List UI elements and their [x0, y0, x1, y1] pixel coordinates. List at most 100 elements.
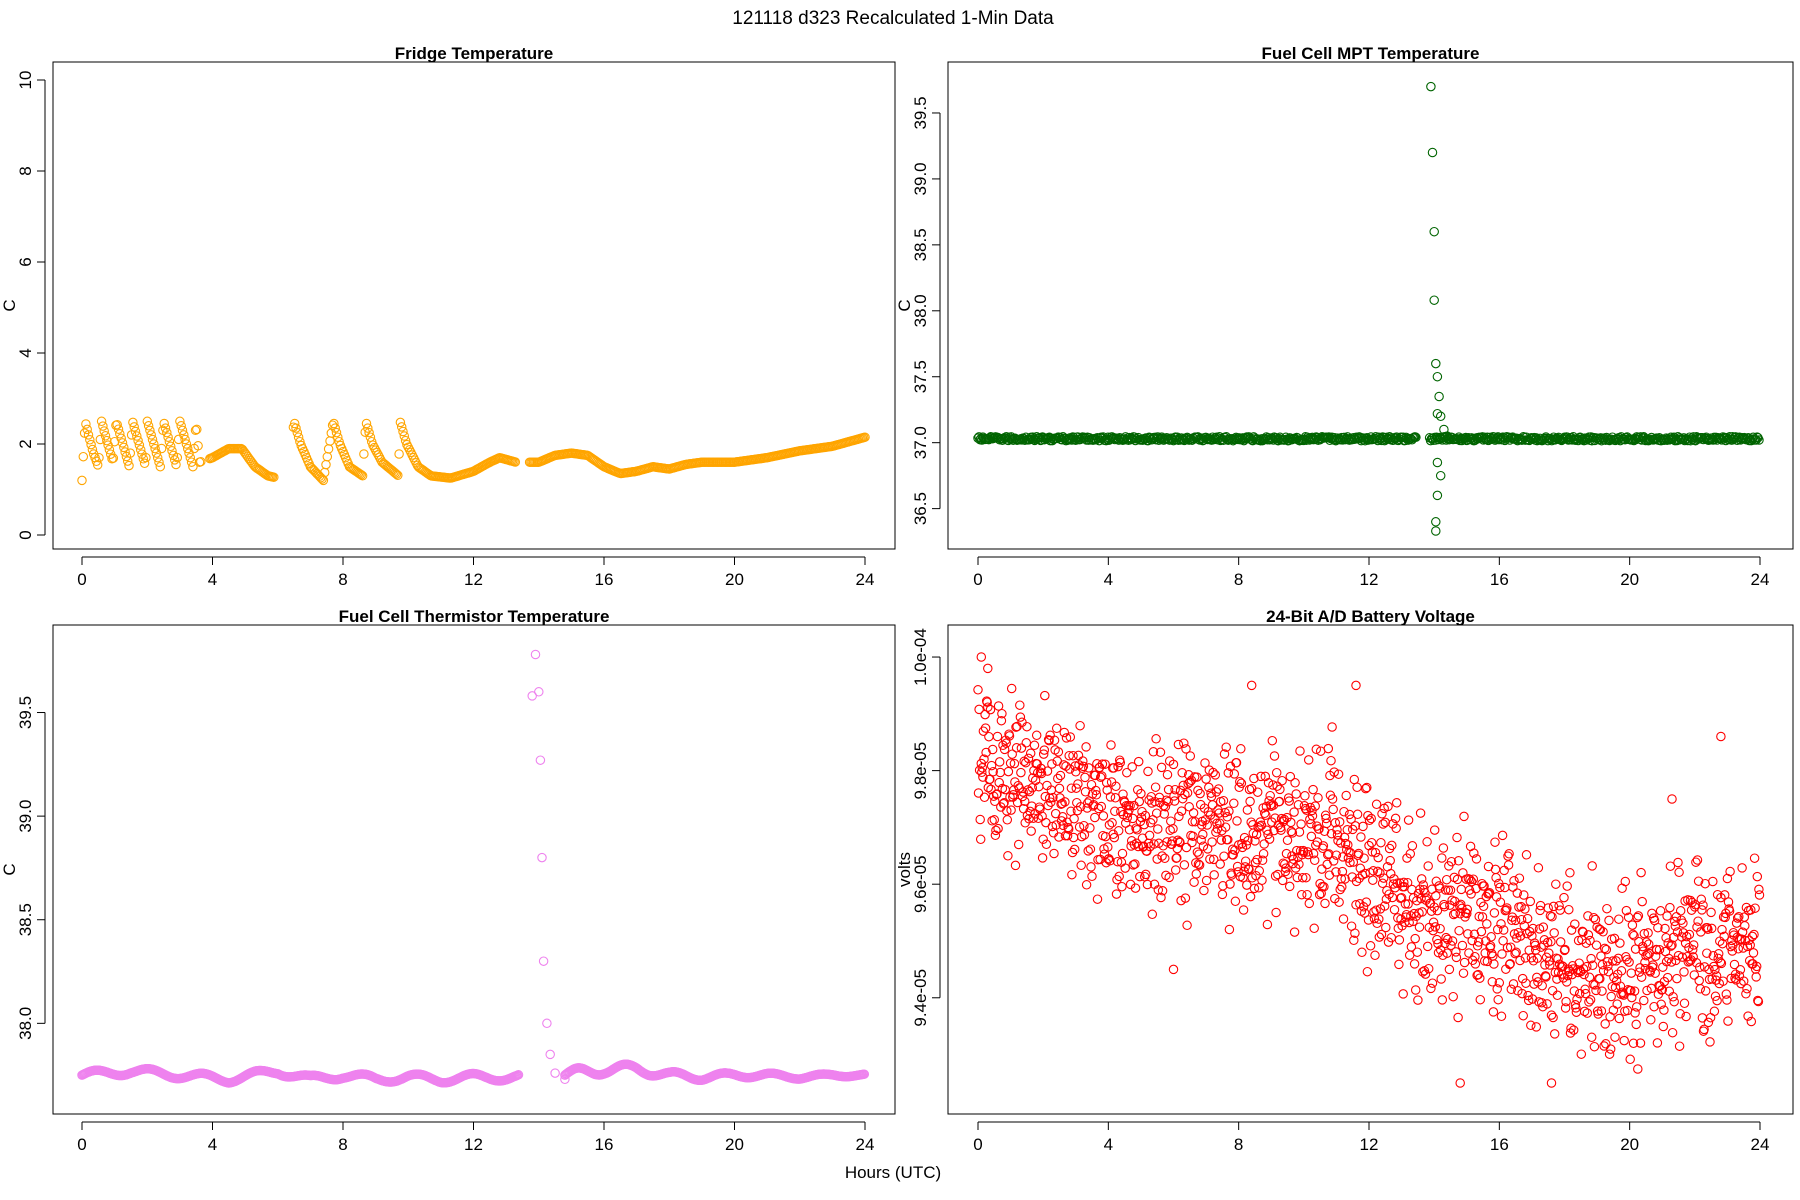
battery-voltage-point	[1626, 968, 1637, 978]
battery-voltage-point	[1454, 925, 1464, 936]
battery-voltage-point	[1091, 785, 1101, 796]
battery-voltage-point	[1403, 815, 1414, 825]
battery-voltage-point	[1169, 791, 1179, 801]
battery-voltage-point	[1065, 732, 1076, 742]
y-tick-label: 9.4e-05	[911, 969, 930, 1027]
battery-voltage-point	[1251, 829, 1262, 840]
battery-voltage-panel: 24-Bit A/D Battery Voltage volts 0 4 8 12 16 20…	[895, 607, 1794, 1154]
battery-voltage-point	[1080, 772, 1090, 783]
battery-voltage-point	[1415, 808, 1426, 818]
fridge-temp-point	[293, 432, 304, 442]
thermistor-spike-point	[545, 1049, 555, 1060]
battery-voltage-point	[1640, 963, 1651, 974]
battery-voltage-point	[1681, 931, 1692, 942]
battery-voltage-point	[1285, 771, 1296, 782]
battery-voltage-point	[1546, 1010, 1557, 1020]
battery-voltage-point	[1689, 970, 1700, 980]
mpt-spike-point	[1427, 147, 1438, 158]
battery-voltage-point	[1245, 891, 1256, 902]
battery-voltage-point	[1023, 785, 1033, 795]
battery-voltage-point	[1528, 923, 1538, 934]
battery-voltage-point	[996, 715, 1007, 726]
battery-voltage-point	[1746, 905, 1756, 915]
battery-voltage-point	[1303, 849, 1313, 860]
battery-voltage-point	[1747, 931, 1758, 942]
x-tick-label: 24	[1751, 1135, 1770, 1154]
x-tick-label: 20	[725, 1135, 744, 1154]
battery-voltage-point	[1661, 956, 1672, 967]
battery-voltage-point	[1590, 914, 1601, 925]
battery-voltage-point	[1576, 967, 1586, 977]
fridge-temp-point	[82, 424, 92, 435]
battery-voltage-point	[1053, 747, 1064, 757]
fridge-temp-point	[119, 442, 129, 453]
battery-voltage-point	[1507, 915, 1517, 926]
battery-voltage-point	[1642, 985, 1652, 996]
battery-voltage-point	[1170, 784, 1180, 795]
battery-voltage-point	[1536, 997, 1547, 1008]
battery-voltage-point	[1497, 949, 1507, 959]
battery-outlier-point	[1246, 680, 1257, 691]
battery-voltage-point	[979, 792, 990, 803]
battery-voltage-point	[1207, 837, 1217, 847]
battery-voltage-point	[1477, 912, 1488, 922]
battery-voltage-point	[1719, 931, 1729, 942]
battery-voltage-point	[1335, 884, 1345, 895]
battery-voltage-point	[1580, 984, 1590, 995]
thermistor-spike-point	[527, 691, 537, 701]
battery-voltage-point	[1372, 866, 1383, 877]
battery-voltage-point	[1678, 918, 1688, 928]
battery-voltage-point	[1565, 868, 1575, 878]
battery-voltage-point	[1727, 946, 1738, 956]
fridge-temp-point	[155, 461, 166, 472]
panel-title: 24-Bit A/D Battery Voltage	[1266, 607, 1475, 626]
battery-voltage-point	[973, 685, 983, 695]
battery-voltage-point	[1752, 871, 1763, 882]
mpt-temp-point	[1752, 432, 1762, 442]
battery-voltage-point	[978, 772, 988, 782]
battery-voltage-point	[1038, 749, 1049, 759]
battery-voltage-point	[1614, 1013, 1625, 1024]
battery-voltage-point	[1338, 914, 1349, 924]
fridge-temp-point	[149, 439, 159, 449]
battery-voltage-point	[1440, 885, 1451, 895]
battery-voltage-point	[1318, 841, 1329, 851]
battery-voltage-point	[1111, 781, 1121, 792]
thermistor-spike-point	[560, 1074, 570, 1085]
battery-voltage-point	[1048, 828, 1059, 838]
battery-voltage-point	[1697, 1013, 1708, 1023]
battery-voltage-point	[1547, 985, 1558, 996]
battery-voltage-point	[1587, 861, 1597, 871]
battery-voltage-point	[1218, 881, 1228, 891]
fridge-temp-point	[164, 436, 175, 447]
battery-voltage-point	[1004, 731, 1015, 741]
battery-voltage-point	[1411, 911, 1421, 922]
battery-voltage-point	[1710, 964, 1720, 975]
battery-voltage-point	[1009, 758, 1020, 769]
mpt-spike-point	[1435, 411, 1446, 422]
battery-voltage-point	[1645, 967, 1656, 977]
battery-voltage-point	[1200, 758, 1210, 768]
battery-voltage-point	[1017, 791, 1028, 802]
battery-voltage-point	[1708, 876, 1718, 887]
mpt-spike-point	[1429, 226, 1439, 237]
battery-voltage-point	[1531, 1022, 1542, 1032]
battery-voltage-point	[1253, 822, 1263, 833]
battery-voltage-point	[1561, 977, 1572, 987]
battery-voltage-point	[1224, 806, 1234, 816]
battery-voltage-point	[1604, 1049, 1615, 1059]
battery-voltage-point	[1610, 982, 1621, 993]
battery-voltage-point	[1309, 923, 1319, 934]
battery-voltage-point	[1563, 970, 1573, 981]
battery-voltage-point	[1492, 924, 1503, 935]
battery-voltage-point	[1708, 951, 1719, 961]
battery-voltage-point	[1537, 980, 1547, 991]
battery-voltage-point	[1675, 906, 1686, 916]
battery-voltage-point	[1687, 945, 1698, 955]
battery-voltage-point	[1350, 821, 1361, 831]
battery-voltage-point	[1275, 784, 1285, 795]
battery-voltage-point	[1716, 958, 1727, 969]
fridge-temp-point	[162, 427, 172, 438]
battery-voltage-point	[1013, 839, 1024, 850]
